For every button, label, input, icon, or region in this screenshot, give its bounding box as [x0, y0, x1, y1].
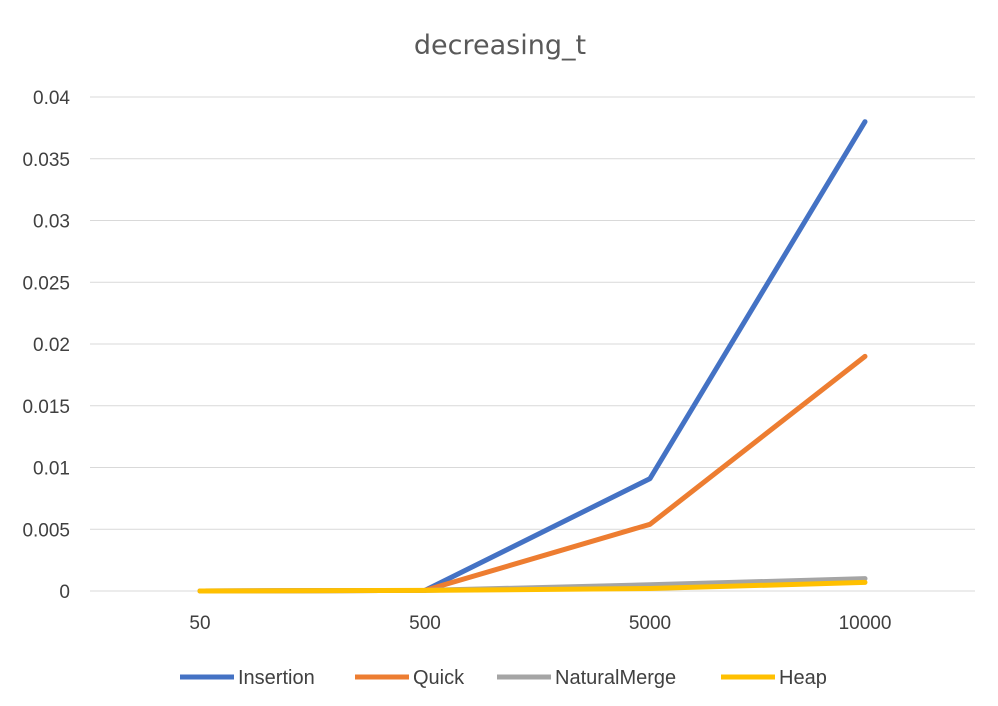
y-tick-label: 0.04	[33, 88, 70, 109]
x-tick-label: 5000	[629, 613, 671, 634]
y-axis-ticks: 0 0.005 0.01 0.015 0.02 0.025 0.03 0.035 0.04	[22, 88, 70, 603]
y-tick-label: 0.015	[22, 397, 70, 418]
legend-label-naturalmerge: NaturalMerge	[555, 667, 676, 689]
series-line-insertion	[197, 119, 868, 594]
x-axis-ticks: 50 500 5000 10000	[189, 613, 891, 634]
x-tick-label: 500	[409, 613, 441, 634]
series-lines	[197, 119, 868, 594]
y-tick-label: 0.035	[22, 150, 70, 171]
legend: Insertion Quick NaturalMerge Heap	[180, 667, 827, 689]
legend-label-heap: Heap	[779, 667, 827, 689]
series-line-quick	[197, 353, 868, 594]
x-tick-label: 10000	[839, 613, 892, 634]
y-tick-label: 0.03	[33, 212, 70, 233]
x-tick-label: 50	[189, 613, 210, 634]
chart-title: decreasing_t	[414, 30, 586, 61]
y-tick-label: 0.01	[33, 459, 70, 480]
y-tick-label: 0	[59, 582, 70, 603]
legend-label-quick: Quick	[413, 667, 465, 689]
y-tick-label: 0.02	[33, 335, 70, 356]
gridlines	[90, 96, 975, 592]
series-line-heap	[197, 579, 868, 594]
y-tick-label: 0.005	[22, 520, 70, 541]
legend-label-insertion: Insertion	[238, 667, 315, 689]
y-tick-label: 0.025	[22, 273, 70, 294]
